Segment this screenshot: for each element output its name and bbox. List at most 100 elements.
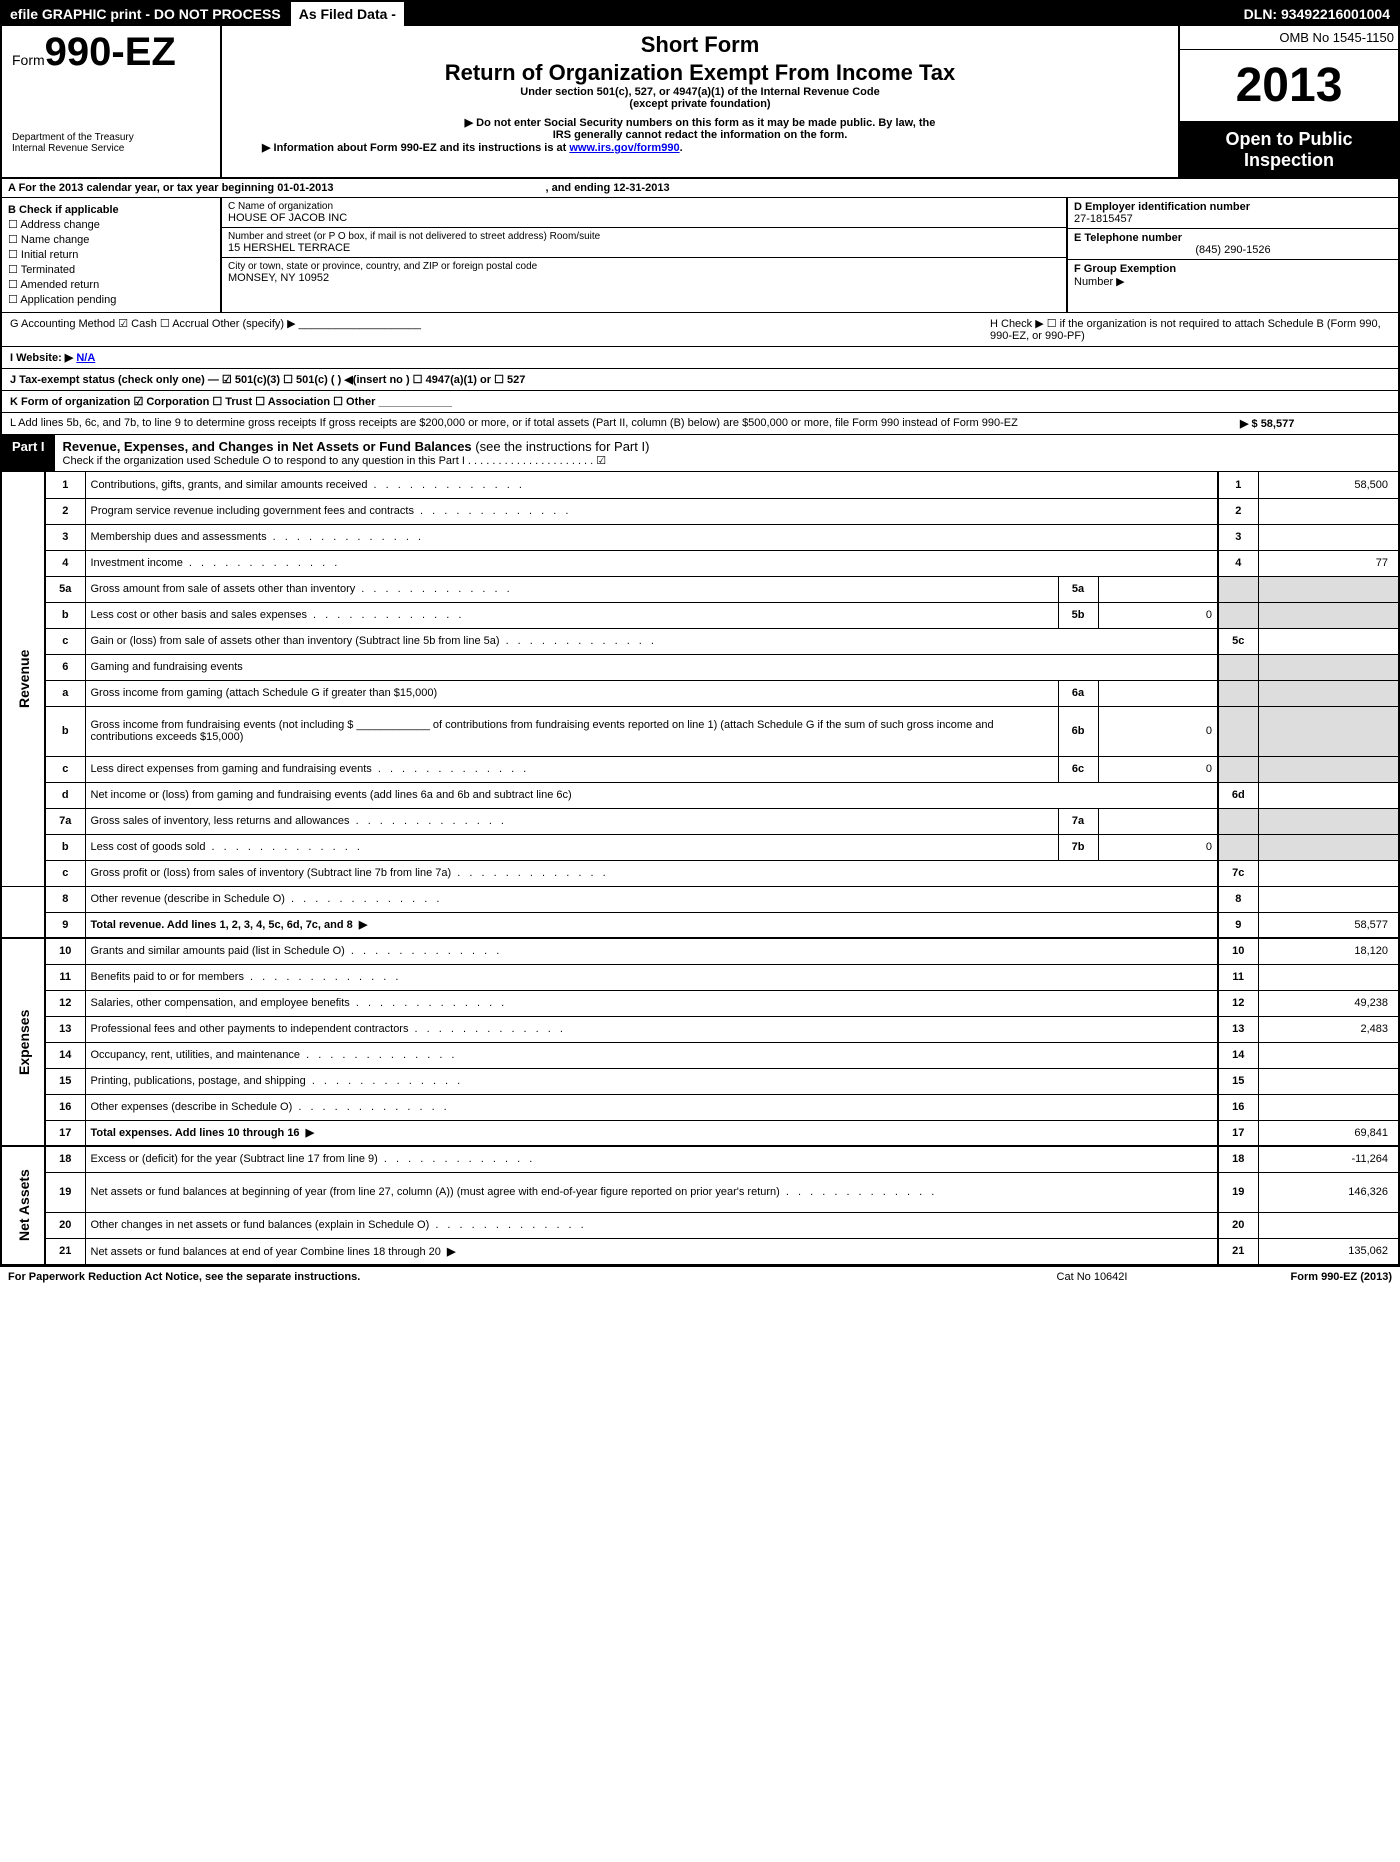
l15-mv [1258, 1068, 1398, 1094]
check-amended[interactable]: Amended return [8, 278, 214, 291]
part1-title: Revenue, Expenses, and Changes in Net As… [55, 435, 1398, 471]
l18-mv: -11,264 [1258, 1146, 1398, 1172]
side-revenue: Revenue [2, 472, 45, 886]
l21-num: 21 [45, 1238, 85, 1264]
l14-desc: Occupancy, rent, utilities, and maintena… [85, 1042, 1218, 1068]
check-address-change[interactable]: Address change [8, 218, 214, 231]
part1-table: Revenue 1 Contributions, gifts, grants, … [2, 472, 1398, 1265]
ein-value: 27-1815457 [1074, 213, 1392, 225]
l6a-sn: 6a [1058, 680, 1098, 706]
l7c-mn: 7c [1218, 860, 1258, 886]
row-a-begin: A For the 2013 calendar year, or tax yea… [2, 179, 339, 197]
check-app-pending[interactable]: Application pending [8, 293, 214, 306]
l13-desc: Professional fees and other payments to … [85, 1016, 1218, 1042]
row-l-text: L Add lines 5b, 6c, and 7b, to line 9 to… [10, 417, 1240, 430]
l16-num: 16 [45, 1094, 85, 1120]
l6d-mv [1258, 782, 1398, 808]
l4-desc: Investment income [85, 550, 1218, 576]
side-revenue-cont [2, 886, 45, 938]
l19-mn: 19 [1218, 1172, 1258, 1212]
check-name-change[interactable]: Name change [8, 233, 214, 246]
l7b-mn-shade [1218, 834, 1258, 860]
l5b-sn: 5b [1058, 602, 1098, 628]
l5c-num: c [45, 628, 85, 654]
l9-desc: Total revenue. Add lines 1, 2, 3, 4, 5c,… [85, 912, 1218, 938]
l17-mv: 69,841 [1258, 1120, 1398, 1146]
l20-num: 20 [45, 1212, 85, 1238]
l5b-desc: Less cost or other basis and sales expen… [85, 602, 1058, 628]
l6a-mv-shade [1258, 680, 1398, 706]
l21-mv: 135,062 [1258, 1238, 1398, 1264]
except-foundation: (except private foundation) [232, 98, 1168, 110]
org-name-value: HOUSE OF JACOB INC [228, 212, 1060, 224]
l15-mn: 15 [1218, 1068, 1258, 1094]
topbar-efile: efile GRAPHIC print - DO NOT PROCESS [2, 2, 289, 26]
l8-num: 8 [45, 886, 85, 912]
row-i-website: I Website: ▶ N/A [2, 347, 1398, 369]
form-header: Form990-EZ Department of the Treasury In… [2, 26, 1398, 179]
l7b-mv-shade [1258, 834, 1398, 860]
l16-desc: Other expenses (describe in Schedule O) [85, 1094, 1218, 1120]
l5c-mn: 5c [1218, 628, 1258, 654]
tel-value: (845) 290-1526 [1074, 244, 1392, 256]
l6b-sv: 0 [1098, 706, 1218, 756]
l3-mn: 3 [1218, 524, 1258, 550]
l1-num: 1 [45, 472, 85, 498]
irs-link[interactable]: www.irs.gov/form990 [569, 142, 679, 154]
header-center: Short Form Return of Organization Exempt… [222, 26, 1178, 177]
l5a-mn-shade [1218, 576, 1258, 602]
form-prefix: Form [12, 52, 45, 68]
l12-mv: 49,238 [1258, 990, 1398, 1016]
website-link[interactable]: N/A [76, 352, 95, 364]
l17-desc: Total expenses. Add lines 10 through 16 [85, 1120, 1218, 1146]
topbar: efile GRAPHIC print - DO NOT PROCESS As … [2, 2, 1398, 26]
col-b-checkboxes: B Check if applicable Address change Nam… [2, 198, 222, 312]
section-bcd: B Check if applicable Address change Nam… [2, 198, 1398, 313]
l6b-mv-shade [1258, 706, 1398, 756]
l3-mv [1258, 524, 1398, 550]
org-street-value: 15 HERSHEL TERRACE [228, 242, 1060, 254]
group-label: F Group Exemption [1074, 263, 1392, 275]
l6a-desc: Gross income from gaming (attach Schedul… [85, 680, 1058, 706]
row-h-schedule-b: H Check ▶ ☐ if the organization is not r… [990, 317, 1390, 342]
l4-mn: 4 [1218, 550, 1258, 576]
row-j-tax-exempt: J Tax-exempt status (check only one) — ☑… [2, 369, 1398, 391]
tax-year: 2013 [1180, 50, 1398, 123]
l5a-sv [1098, 576, 1218, 602]
l8-mn: 8 [1218, 886, 1258, 912]
l7a-sn: 7a [1058, 808, 1098, 834]
l20-mn: 20 [1218, 1212, 1258, 1238]
l2-mv [1258, 498, 1398, 524]
row-g-accounting: G Accounting Method ☑ Cash ☐ Accrual Oth… [10, 317, 990, 342]
l6b-mn-shade [1218, 706, 1258, 756]
ein-label: D Employer identification number [1074, 201, 1392, 213]
footer-formno: Form 990-EZ (2013) [1192, 1271, 1392, 1283]
l7a-num: 7a [45, 808, 85, 834]
l13-mv: 2,483 [1258, 1016, 1398, 1042]
l7b-num: b [45, 834, 85, 860]
part1-title-text: Revenue, Expenses, and Changes in Net As… [63, 439, 472, 454]
l5c-desc: Gain or (loss) from sale of assets other… [85, 628, 1218, 654]
l21-desc: Net assets or fund balances at end of ye… [85, 1238, 1218, 1264]
l6-mv-shade [1258, 654, 1398, 680]
open-line2: Inspection [1186, 150, 1392, 171]
l5a-num: 5a [45, 576, 85, 602]
l11-num: 11 [45, 964, 85, 990]
tel-cell: E Telephone number (845) 290-1526 [1068, 229, 1398, 260]
open-public: Open to Public Inspection [1180, 123, 1398, 177]
check-terminated[interactable]: Terminated [8, 263, 214, 276]
check-initial-return[interactable]: Initial return [8, 248, 214, 261]
side-netassets: Net Assets [2, 1146, 45, 1264]
l14-mv [1258, 1042, 1398, 1068]
l2-mn: 2 [1218, 498, 1258, 524]
l1-mn: 1 [1218, 472, 1258, 498]
l12-num: 12 [45, 990, 85, 1016]
l6a-num: a [45, 680, 85, 706]
l6-mn-shade [1218, 654, 1258, 680]
org-city-cell: City or town, state or province, country… [222, 258, 1066, 287]
l2-desc: Program service revenue including govern… [85, 498, 1218, 524]
part1-tag: Part I [2, 435, 55, 471]
return-title: Return of Organization Exempt From Incom… [232, 60, 1168, 86]
footer: For Paperwork Reduction Act Notice, see … [0, 1267, 1400, 1287]
row-l-amount: ▶ $ 58,577 [1240, 417, 1390, 430]
